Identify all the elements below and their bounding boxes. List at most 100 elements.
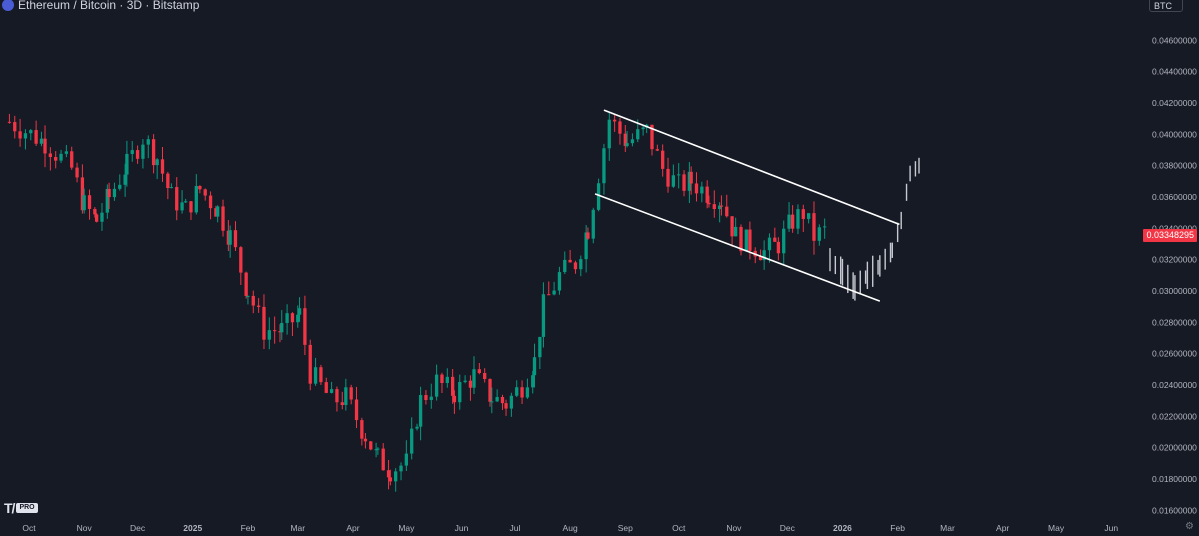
candle xyxy=(194,174,198,215)
candle xyxy=(208,191,213,220)
candle-body xyxy=(782,228,786,254)
candle-body xyxy=(463,380,467,383)
currency-badge[interactable]: BTC xyxy=(1149,0,1183,12)
candle xyxy=(141,139,145,169)
candle xyxy=(100,203,104,231)
symbol-title[interactable]: Ethereum / Bitcoin · 3D · Bitstamp xyxy=(18,0,200,12)
candle-body xyxy=(434,374,439,397)
candle-body xyxy=(495,397,499,402)
time-axis[interactable]: Oct Nov Dec 2025 Feb Mar Apr May Jun Jul Aug Sep Oct… xyxy=(22,523,1118,533)
time-tick-label: May xyxy=(1048,523,1065,533)
candle-body xyxy=(246,295,250,297)
candle-body xyxy=(374,449,378,451)
candle xyxy=(410,417,414,460)
candle-body xyxy=(532,357,537,376)
candle-body xyxy=(303,308,307,345)
candle xyxy=(399,462,403,481)
candle xyxy=(623,124,627,153)
candle xyxy=(146,135,150,159)
candle xyxy=(155,158,159,180)
candle xyxy=(308,339,312,391)
candle xyxy=(525,378,530,399)
candle-body xyxy=(694,183,699,194)
candle xyxy=(612,114,617,132)
candle-body xyxy=(509,395,514,409)
candle-body xyxy=(641,127,645,130)
symbol-header[interactable]: Ethereum / Bitcoin · 3D · Bitstamp xyxy=(0,0,199,13)
candle xyxy=(180,190,184,214)
candles-layer xyxy=(7,112,827,492)
candle-body xyxy=(360,420,364,439)
time-tick-label: Feb xyxy=(241,523,256,533)
candle xyxy=(246,295,250,305)
tradingview-logo[interactable]: T/ PRO xyxy=(4,500,38,516)
candle-body xyxy=(13,122,17,132)
candle-body xyxy=(64,151,69,154)
candle xyxy=(477,363,481,375)
price-axis[interactable]: 0.04600000 0.04400000 0.04200000 0.04000000… xyxy=(1152,35,1197,515)
price-tick-label: 0.02000000 xyxy=(1152,443,1197,453)
candle xyxy=(256,298,261,313)
channel-layer[interactable] xyxy=(594,109,900,302)
candle xyxy=(520,380,524,404)
candle-body xyxy=(203,189,207,196)
candle xyxy=(625,130,629,148)
candle xyxy=(776,237,781,261)
time-tick-label: Jun xyxy=(455,523,469,533)
candle xyxy=(39,131,44,147)
candle-body xyxy=(198,185,202,190)
candle-body xyxy=(146,139,150,145)
candle-body xyxy=(563,259,567,273)
candle xyxy=(694,172,699,202)
candle xyxy=(244,271,248,299)
candle xyxy=(64,145,69,158)
candle xyxy=(641,126,645,136)
candle xyxy=(70,146,74,170)
candle xyxy=(280,310,284,340)
price-tick-label: 0.03000000 xyxy=(1152,286,1197,296)
candle xyxy=(579,255,583,277)
candle xyxy=(568,249,572,263)
candle xyxy=(360,417,364,446)
candle xyxy=(93,207,97,218)
candle xyxy=(730,216,734,247)
candle xyxy=(495,389,499,403)
candle-body xyxy=(296,314,300,323)
candle-body xyxy=(278,331,282,333)
candle-body xyxy=(180,202,184,211)
candle-body xyxy=(758,256,763,261)
candle xyxy=(500,394,505,410)
candle-body xyxy=(369,441,373,450)
settings-icon[interactable]: ⚙ xyxy=(1185,521,1194,532)
time-tick-label: Jul xyxy=(510,523,521,533)
candle-body xyxy=(285,313,289,323)
candle xyxy=(160,147,165,182)
candle xyxy=(335,386,339,412)
candle-body xyxy=(547,294,551,296)
projection-layer xyxy=(829,157,920,301)
candle-body xyxy=(734,226,738,237)
candle-body xyxy=(776,241,781,254)
candle-body xyxy=(349,387,353,400)
candle xyxy=(82,188,86,214)
candle xyxy=(463,375,467,384)
candle-body xyxy=(602,148,606,184)
price-tick-label: 0.04600000 xyxy=(1152,35,1197,45)
candle-body xyxy=(94,214,99,222)
candle-body xyxy=(618,121,622,134)
candle xyxy=(515,380,519,398)
channel-lower-line[interactable] xyxy=(594,193,881,302)
candle xyxy=(394,468,398,492)
candle-body xyxy=(623,133,627,146)
candle xyxy=(374,442,378,458)
channel-upper-line[interactable] xyxy=(603,109,900,226)
candle-body xyxy=(744,229,748,252)
candle xyxy=(23,129,28,150)
candle xyxy=(216,205,220,223)
candle-body xyxy=(381,448,385,471)
candle xyxy=(661,144,665,177)
candle-body xyxy=(671,175,676,187)
candle-body xyxy=(194,185,198,213)
candle-body xyxy=(689,171,693,184)
